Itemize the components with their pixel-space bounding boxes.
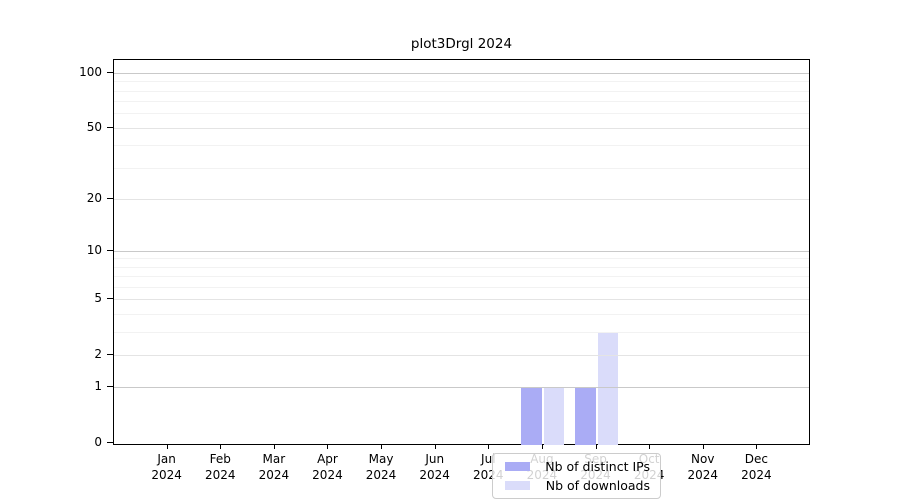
legend-swatch-downloads-icon bbox=[505, 481, 530, 490]
x-axis-tick-aug bbox=[541, 445, 543, 449]
y-axis-label-1: 1 bbox=[94, 379, 102, 394]
gridline-y-90 bbox=[114, 81, 809, 83]
x-axis-tick-nov bbox=[702, 445, 704, 449]
y-axis-label-20: 20 bbox=[86, 190, 102, 205]
y-axis-tick-0 bbox=[107, 442, 113, 443]
plot-area: Nb of distinct IPs Nb of downloads bbox=[113, 59, 810, 499]
gridline-y-10 bbox=[114, 250, 809, 252]
x-axis-tick-jul bbox=[488, 445, 490, 449]
y-axis-tick-100 bbox=[107, 71, 113, 73]
gridline-y-1 bbox=[114, 387, 809, 389]
x-axis-label-nov: Nov 2024 bbox=[687, 452, 719, 482]
x-axis-label-dec: Dec 2024 bbox=[741, 452, 772, 482]
y-axis-label-10: 10 bbox=[86, 242, 102, 257]
y-axis-tick-2 bbox=[107, 353, 113, 355]
x-axis-label-jun: Jun 2024 bbox=[419, 452, 450, 482]
x-axis-tick-jan bbox=[166, 445, 168, 449]
gridline-y-20 bbox=[114, 198, 809, 200]
legend-item-downloads: Nb of downloads bbox=[505, 478, 650, 493]
bar-distinct-ips-aug bbox=[521, 387, 542, 445]
y-axis-tick-1 bbox=[107, 386, 113, 388]
x-axis-label-may: May 2024 bbox=[365, 452, 397, 482]
x-axis-label-mar: Mar 2024 bbox=[258, 452, 290, 482]
gridline-y-6 bbox=[114, 286, 809, 288]
x-axis-tick-mar bbox=[273, 445, 275, 449]
bar-distinct-ips-sep bbox=[575, 387, 596, 445]
gridline-y-2 bbox=[114, 354, 809, 356]
x-axis-tick-dec bbox=[756, 445, 758, 449]
gridline-y-3 bbox=[114, 331, 809, 333]
x-axis-label-feb: Feb 2024 bbox=[204, 452, 236, 482]
y-axis-label-5: 5 bbox=[94, 291, 102, 306]
legend-label-distinct-ips: Nb of distinct IPs bbox=[545, 459, 650, 474]
y-axis-tick-5 bbox=[107, 298, 113, 300]
legend-item-distinct-ips: Nb of distinct IPs bbox=[505, 459, 650, 474]
chart-title: plot3Drgl 2024 bbox=[410, 36, 513, 52]
x-axis-tick-oct bbox=[649, 445, 651, 449]
gridline-y-100 bbox=[114, 72, 809, 74]
gridline-y-4 bbox=[114, 313, 809, 315]
bar-downloads-aug bbox=[543, 387, 565, 445]
legend-label-downloads: Nb of downloads bbox=[545, 478, 650, 493]
gridline-y-30 bbox=[114, 167, 809, 169]
x-axis-tick-apr bbox=[327, 445, 329, 449]
gridline-y-40 bbox=[114, 145, 809, 147]
legend: Nb of distinct IPs Nb of downloads bbox=[492, 453, 661, 499]
x-axis-tick-may bbox=[381, 445, 383, 449]
gridline-y-80 bbox=[114, 90, 809, 92]
x-axis-tick-jun bbox=[434, 445, 436, 449]
gridline-y-70 bbox=[114, 101, 809, 103]
gridline-y-50 bbox=[114, 127, 809, 129]
y-axis-tick-50 bbox=[107, 126, 113, 128]
x-axis-label-apr: Apr 2024 bbox=[312, 452, 343, 482]
gridline-y-9 bbox=[114, 258, 809, 260]
x-axis-label-jan: Jan 2024 bbox=[151, 452, 182, 482]
x-axis-tick-sep bbox=[595, 445, 597, 449]
gridline-y-5 bbox=[114, 299, 809, 301]
y-axis-tick-10 bbox=[107, 249, 113, 251]
y-axis-label-0: 0 bbox=[94, 435, 102, 449]
gridline-y-7 bbox=[114, 276, 809, 278]
y-axis-tick-20 bbox=[107, 197, 113, 199]
legend-swatch-ips-icon bbox=[505, 462, 530, 471]
y-axis-label-100: 100 bbox=[79, 64, 102, 79]
y-axis-label-50: 50 bbox=[86, 119, 102, 134]
gridline-y-60 bbox=[114, 113, 809, 115]
x-axis-tick-feb bbox=[220, 445, 222, 449]
gridline-y-8 bbox=[114, 266, 809, 268]
y-axis-label-2: 2 bbox=[94, 346, 102, 361]
